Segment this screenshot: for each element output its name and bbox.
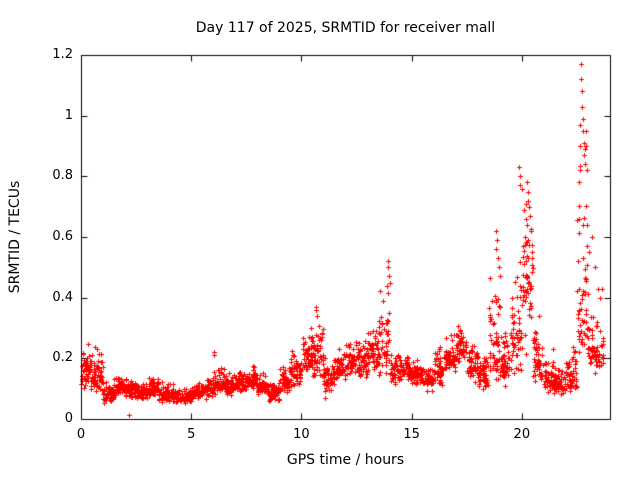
x-tick-label: 5 xyxy=(187,427,196,442)
x-tick-label: 20 xyxy=(513,427,531,442)
y-tick-label: 0.8 xyxy=(52,168,73,184)
chart-title: Day 117 of 2025, SRMTID for receiver mal… xyxy=(195,20,496,36)
y-tick-label: 1.2 xyxy=(52,47,73,62)
x-tick-label: 15 xyxy=(403,427,420,442)
x-tick-label: 0 xyxy=(76,427,86,442)
y-tick-label: 0.2 xyxy=(52,350,73,366)
y-tick-label: 0.4 xyxy=(52,289,73,305)
y-tick-label: 1 xyxy=(64,107,73,123)
x-axis-label: GPS time / hours xyxy=(286,452,405,468)
y-tick-label: 0 xyxy=(64,411,73,426)
y-tick-label: 0.6 xyxy=(52,229,73,244)
x-tick-label: 10 xyxy=(293,427,310,442)
